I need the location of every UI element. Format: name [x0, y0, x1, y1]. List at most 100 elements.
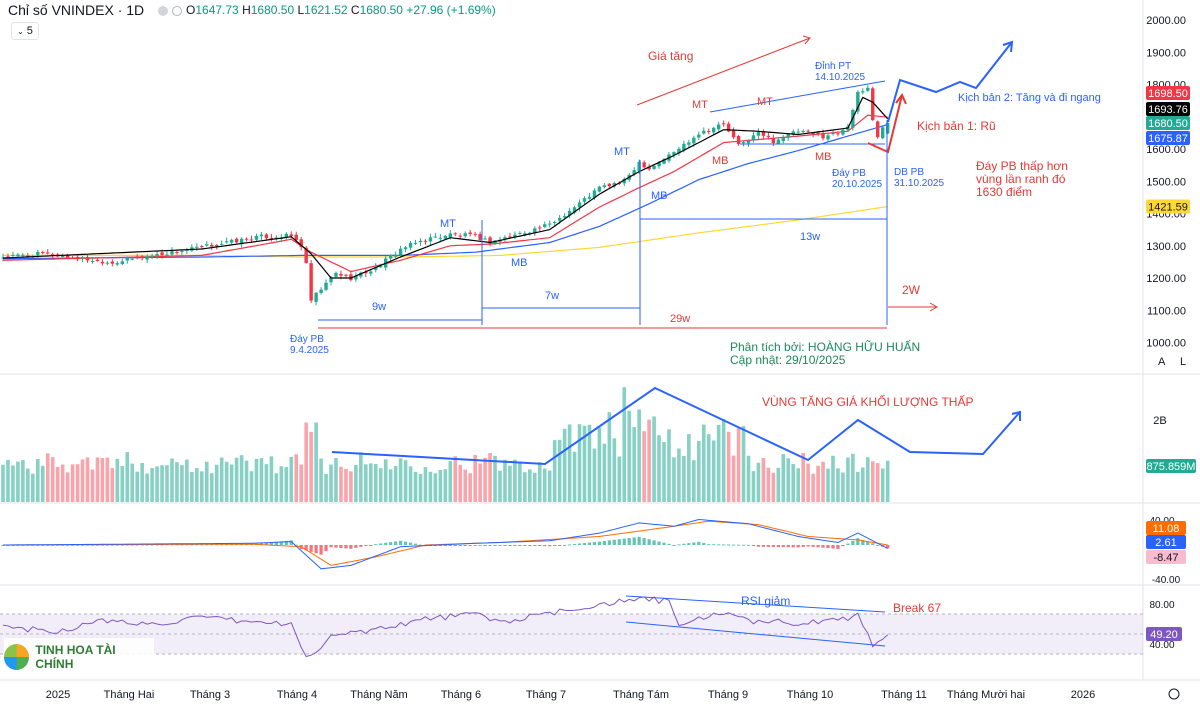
macd-histogram-bar [816, 545, 820, 548]
volume-bar [388, 469, 393, 502]
volume-bar [801, 452, 805, 502]
auto-scale-button[interactable]: A [1158, 356, 1166, 368]
candle-body [413, 242, 418, 244]
volume-bar [513, 459, 517, 502]
macd-histogram-bar [781, 545, 785, 548]
macd-histogram-bar [493, 545, 497, 546]
volume-bar [781, 453, 786, 502]
mt-label: MT [440, 218, 456, 230]
ma-black-line [2, 96, 889, 279]
candle-body [349, 274, 353, 281]
price-tag-label: 1698.50 [1148, 88, 1188, 100]
candle-body [478, 234, 482, 240]
macd-histogram-bar [364, 545, 368, 547]
volume-bar [80, 459, 85, 502]
price-tick-label: 1900.00 [1146, 47, 1186, 59]
candle-body [140, 256, 144, 259]
volume-bar [602, 443, 607, 502]
macd-histogram-bar [886, 545, 890, 549]
price-tick-label: 1100.00 [1147, 305, 1186, 317]
candle-body [379, 266, 383, 268]
macd-histogram-bar [264, 542, 269, 545]
candle-body [662, 159, 666, 164]
time-tick-label: Tháng Hai [104, 689, 155, 701]
volume-tick-label: 2B [1153, 415, 1166, 427]
candle-body [269, 237, 274, 239]
macd-histogram-bar [438, 545, 442, 546]
volume-bar [433, 473, 438, 502]
macd-histogram-bar [225, 544, 229, 546]
macd-histogram-bar [707, 544, 711, 546]
macd-histogram-bar [786, 545, 790, 548]
macd-histogram-bar [294, 544, 298, 546]
volume-bar [478, 463, 482, 502]
candle-body [582, 198, 587, 202]
volume-bar [438, 470, 443, 502]
volume-bar [443, 469, 448, 502]
volume-bar [364, 464, 368, 502]
macd-histogram-bar [811, 545, 815, 547]
settings-gear-icon[interactable] [1168, 688, 1180, 700]
volume-bar [766, 467, 771, 502]
volume-bar [885, 460, 890, 502]
candle-body [548, 223, 552, 225]
macd-histogram-bar [851, 540, 855, 545]
candle-body [731, 130, 736, 138]
mb-label: MB [815, 151, 832, 163]
volume-bar [836, 468, 840, 502]
volume-bar [692, 460, 696, 502]
volume-bar [105, 457, 110, 502]
volume-tag [1146, 459, 1196, 473]
candle-body [831, 132, 835, 135]
macd-histogram-bar [582, 543, 587, 545]
volume-bar [726, 431, 731, 502]
macd-histogram-bar [751, 545, 756, 546]
candle-body [756, 131, 761, 136]
candle-body [592, 190, 597, 198]
volume-bar [334, 458, 338, 502]
macd-histogram-bar [200, 544, 204, 546]
candle-body [339, 273, 343, 276]
scenario1-path [867, 94, 903, 154]
arrow-head-icon [1002, 40, 1014, 53]
volume-bar [453, 456, 458, 502]
symbol-title[interactable]: Chỉ số VNINDEX · 1D [8, 2, 144, 18]
visibility-dot-icon[interactable] [172, 6, 182, 16]
candle-body [746, 141, 751, 144]
candle-body [453, 233, 457, 235]
macd-histogram-bar [339, 545, 343, 549]
macd-histogram-bar [627, 538, 631, 545]
volume-bar [562, 428, 567, 502]
candle-body [552, 222, 557, 224]
break67-label: Break 67 [893, 601, 941, 615]
volume-bar [706, 434, 711, 502]
time-tick-label: Tháng 10 [787, 689, 833, 701]
volume-bar [607, 412, 612, 502]
macd-histogram-bar [334, 545, 338, 548]
macd-histogram-bar [205, 544, 209, 546]
candle-body [712, 127, 716, 133]
indicator-collapse-button[interactable]: ⌄ 5 [11, 22, 39, 40]
candle-body [841, 130, 845, 135]
macd-histogram-bar [697, 541, 701, 545]
macd-histogram-bar [503, 545, 507, 546]
candle-body [180, 251, 184, 253]
candle-body [821, 133, 825, 139]
candle-body [229, 239, 234, 243]
candle-body [46, 252, 50, 254]
volume-bar [875, 463, 880, 502]
volume-bar [791, 463, 796, 502]
macd-histogram-bar [508, 545, 512, 546]
macd-histogram-bar [513, 545, 517, 546]
candle-body [612, 182, 617, 187]
candle-body [771, 138, 776, 144]
log-scale-button[interactable]: L [1180, 356, 1187, 368]
candle-body [11, 254, 15, 256]
candle-body [458, 235, 462, 237]
volume-bar [865, 457, 870, 502]
volume-bar [423, 467, 428, 502]
macd-histogram-bar [349, 545, 353, 549]
macd-histogram-bar [801, 545, 805, 547]
kich-ban-1-label: Kịch bản 1: Rũ [917, 119, 996, 133]
